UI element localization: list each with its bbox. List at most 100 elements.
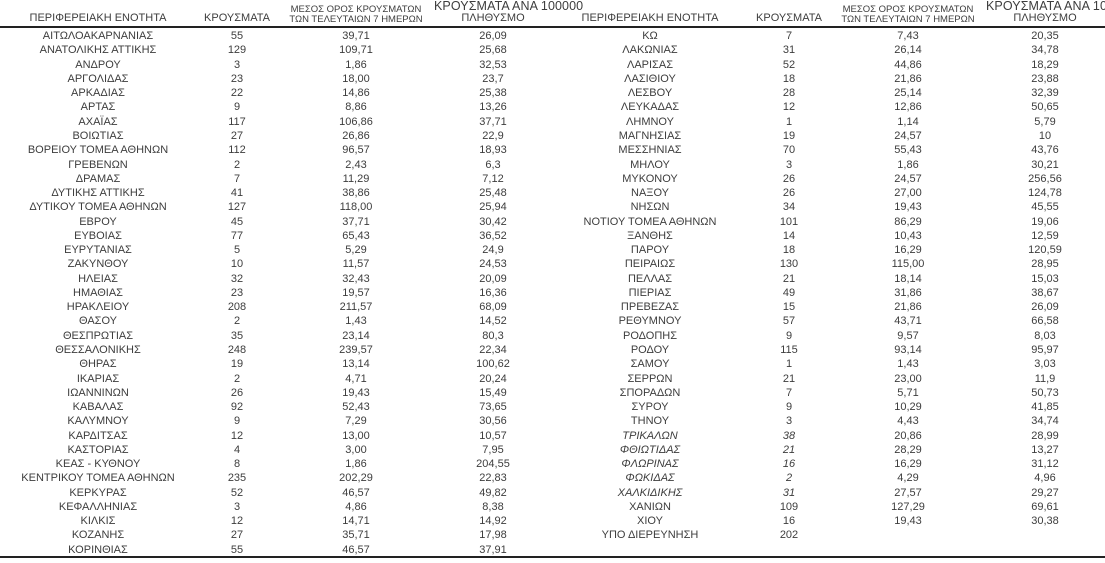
table-left: ΠΕΡΙΦΕΡΕΙΑΚΗ ΕΝΟΤΗΤΑ ΚΡΟΥΣΜΑΤΑ ΜΕΣΟΣ ΟΡΟ…: [0, 0, 583, 557]
cell-avg7: 13,00: [342, 429, 370, 442]
cell-per100k: 14,52: [479, 315, 507, 328]
cell-cases: 34: [782, 201, 796, 214]
cell-region: ΧΙΟΥ: [637, 515, 663, 528]
cell-region: ΜΗΛΟΥ: [630, 158, 670, 171]
cell-cases: 55: [230, 30, 244, 43]
cell-avg7: 86,29: [894, 215, 922, 228]
column-header-cases: ΚΡΟΥΣΜΑΤΑ: [756, 12, 822, 25]
cell-per100k: 73,65: [479, 401, 507, 414]
cell-cases: 2: [233, 315, 241, 328]
column-header-avg7-line2: ΤΩΝ ΤΕΛΕΥΤΑΙΩΝ 7 ΗΜΕΡΩΝ: [841, 13, 975, 25]
table-row: ΔΡΑΜΑΣ 7 11,29 7,12: [0, 172, 552, 186]
cell-avg7: 2,43: [345, 158, 367, 171]
cell-per100k: 20,35: [1031, 30, 1059, 43]
table-row: ΦΩΚΙΔΑΣ 2 4,29 4,96: [552, 471, 1105, 485]
cell-region: ΤΡΙΚΑΛΩΝ: [622, 429, 678, 442]
cell-per100k: 25,48: [479, 187, 507, 200]
cell-avg7: 44,86: [894, 58, 922, 71]
table-row: ΑΡΤΑΣ 9 8,86 13,26: [0, 100, 552, 114]
cell-per100k: 12,59: [1031, 229, 1059, 242]
column-header-per100k: ΚΡΟΥΣΜΑΤΑ ΑΝΑ 100000 ΠΛΗΘΥΣΜΟ: [986, 0, 1105, 25]
cell-per100k: 41,85: [1031, 401, 1059, 414]
cell-cases: 22: [230, 87, 244, 100]
cell-cases: 55: [230, 543, 244, 556]
cell-cases: 27: [230, 529, 244, 542]
table-row: ΕΒΡΟΥ 45 37,71 30,42: [0, 214, 552, 228]
cell-per100k: 30,38: [1031, 515, 1059, 528]
table-row: ΑΧΑΪΑΣ 117 106,86 37,71: [0, 115, 552, 129]
cell-avg7: 13,14: [342, 358, 370, 371]
cell-region: ΛΕΣΒΟΥ: [627, 87, 673, 100]
cell-per100k: 25,94: [479, 201, 507, 214]
cell-cases: 129: [227, 44, 247, 57]
cell-region: ΚΕΡΚΥΡΑΣ: [69, 486, 127, 499]
cell-region: ΚΑΛΥΜΝΟΥ: [67, 415, 129, 428]
cell-avg7: 24,57: [894, 129, 922, 142]
cell-avg7: 21,86: [894, 301, 922, 314]
table-row: ΚΑΒΑΛΑΣ 92 52,43 73,65: [0, 400, 552, 414]
cell-per100k: 37,91: [479, 543, 507, 556]
cell-avg7: 32,43: [342, 272, 370, 285]
cell-region: ΝΑΞΟΥ: [631, 187, 669, 200]
cell-avg7: 5,71: [897, 386, 919, 399]
cell-cases: 7: [785, 386, 793, 399]
cell-region: ΘΕΣΠΡΩΤΙΑΣ: [62, 329, 134, 342]
table-row: ΗΜΑΘΙΑΣ 23 19,57 16,36: [0, 286, 552, 300]
cell-cases: 21: [782, 443, 796, 456]
cell-per100k: 22,83: [479, 472, 507, 485]
column-header-avg7-line1: ΜΕΣΟΣ ΟΡΟΣ ΚΡΟΥΣΜΑΤΩΝ: [842, 3, 974, 15]
table-row: ΚΑΡΔΙΤΣΑΣ 12 13,00 10,57: [0, 428, 552, 442]
cell-region: ΠΙΕΡΙΑΣ: [628, 286, 672, 299]
cell-per100k: 16,36: [479, 286, 507, 299]
cell-region: ΔΥΤΙΚΗΣ ΑΤΤΙΚΗΣ: [51, 187, 145, 200]
table-row: ΚΟΖΑΝΗΣ 27 35,71 17,98: [0, 528, 552, 542]
table-right-body: ΚΩ 7 7,43 20,35 ΛΑΚΩΝΙΑΣ 31 26,14 34,78 ΛΑΡΙΣΑΣ 5…: [552, 26, 1105, 543]
table-row: ΦΛΩΡΙΝΑΣ 16 16,29 31,12: [552, 457, 1105, 471]
cell-per100k: 30,42: [479, 215, 507, 228]
table-row: ΣΠΟΡΑΔΩΝ 7 5,71 50,73: [552, 386, 1105, 400]
table-row: ΘΕΣΣΑΛΟΝΙΚΗΣ 248 239,57 22,34: [0, 343, 552, 357]
cell-per100k: 15,49: [479, 386, 507, 399]
table-row: ΕΥΒΟΙΑΣ 77 65,43 36,52: [0, 229, 552, 243]
cell-cases: 3: [785, 415, 793, 428]
cell-region: ΜΕΣΣΗΝΙΑΣ: [618, 144, 682, 157]
table-row: ΥΠΟ ΔΙΕΡΕΥΝΗΣΗ 202: [552, 528, 1105, 542]
table-row: ΣΕΡΡΩΝ 21 23,00 11,9: [552, 371, 1105, 385]
table-row: ΡΕΘΥΜΝΟΥ 57 43,71 66,58: [552, 314, 1105, 328]
cell-avg7: 37,71: [342, 215, 370, 228]
cell-cases: 35: [230, 329, 244, 342]
cell-region: ΒΟΡΕΙΟΥ ΤΟΜΕΑ ΑΘΗΝΩΝ: [27, 144, 169, 157]
cell-region: ΥΠΟ ΔΙΕΡΕΥΝΗΣΗ: [601, 529, 699, 542]
cell-cases: 27: [230, 129, 244, 142]
cell-per100k: 23,88: [1031, 72, 1059, 85]
cell-region: ΠΕΙΡΑΙΩΣ: [624, 258, 676, 271]
cell-per100k: 24,9: [482, 244, 504, 257]
cell-cases: 1: [785, 115, 793, 128]
cell-avg7: 16,29: [894, 244, 922, 257]
column-header-avg7-line1: ΜΕΣΟΣ ΟΡΟΣ ΚΡΟΥΣΜΑΤΩΝ: [290, 3, 422, 15]
cell-cases: 26: [230, 386, 244, 399]
cell-cases: 248: [227, 343, 247, 356]
cell-avg7: 55,43: [894, 144, 922, 157]
cell-region: ΛΕΥΚΑΔΑΣ: [620, 101, 680, 114]
cell-avg7: 7,29: [345, 415, 367, 428]
table-row: ΚΑΛΥΜΝΟΥ 9 7,29 30,56: [0, 414, 552, 428]
cell-avg7: 7,43: [897, 30, 919, 43]
cell-region: ΚΟΖΑΝΗΣ: [71, 529, 125, 542]
cell-per100k: 32,53: [479, 58, 507, 71]
cell-region: ΘΗΡΑΣ: [79, 358, 117, 371]
cell-cases: 3: [233, 500, 241, 513]
cell-cases: 26: [782, 187, 796, 200]
cell-region: ΜΥΚΟΝΟΥ: [622, 172, 678, 185]
table-row: ΤΗΝΟΥ 3 4,43 34,74: [552, 414, 1105, 428]
table-row: ΠΕΛΛΑΣ 21 18,14 15,03: [552, 272, 1105, 286]
cell-avg7: 106,86: [339, 115, 373, 128]
cell-avg7: 43,71: [894, 315, 922, 328]
table-row: ΔΥΤΙΚΟΥ ΤΟΜΕΑ ΑΘΗΝΩΝ 127 118,00 25,94: [0, 200, 552, 214]
table-row: ΠΡΕΒΕΖΑΣ 15 21,86 26,09: [552, 300, 1105, 314]
cell-avg7: 115,00: [891, 258, 925, 271]
cell-cases: 38: [782, 429, 796, 442]
cell-avg7: 4,86: [345, 500, 367, 513]
cell-avg7: 93,14: [894, 343, 922, 356]
cell-region: ΑΧΑΪΑΣ: [78, 115, 118, 128]
